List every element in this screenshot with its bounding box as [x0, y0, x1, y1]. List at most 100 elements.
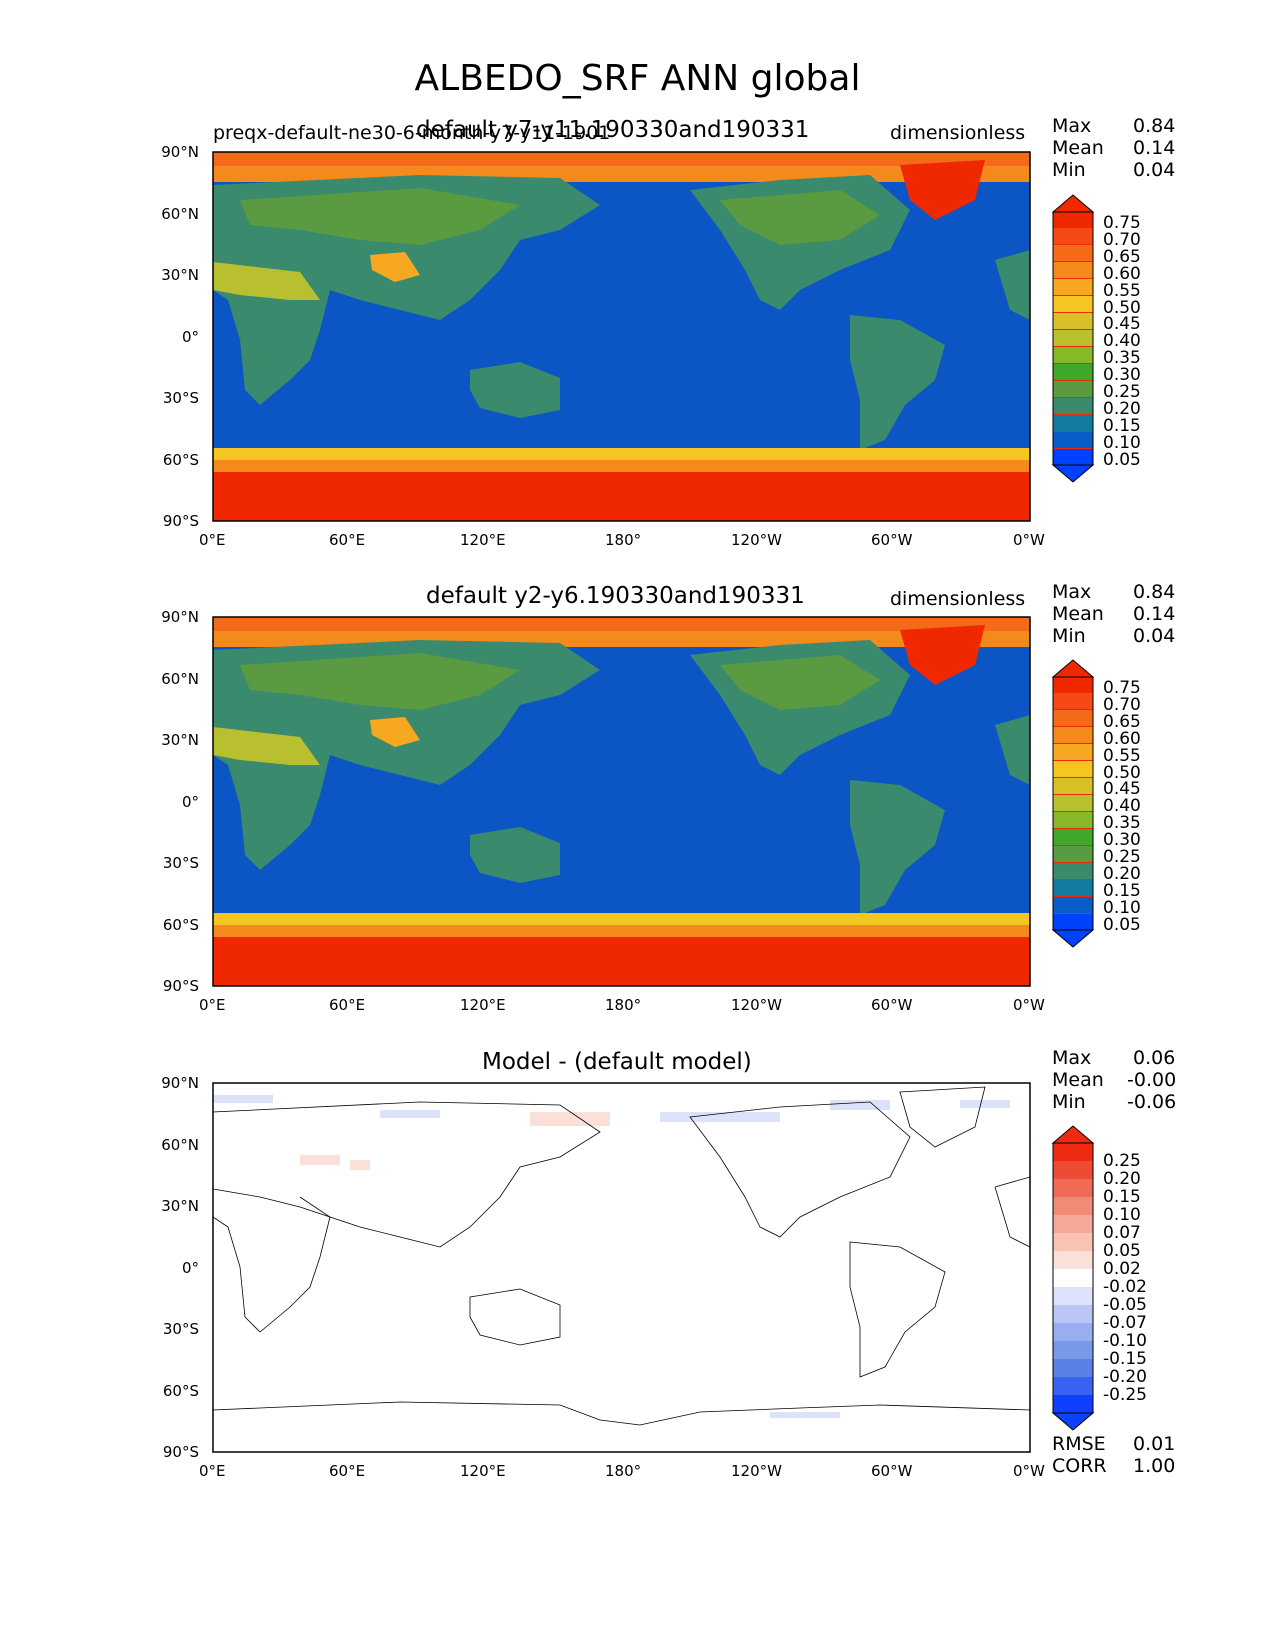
panel-2-ytick-60s: 60°S [162, 916, 199, 934]
panel-1-xtick-120e: 120°E [460, 531, 506, 549]
panel-3-cb-label: 0.15 [1103, 1187, 1141, 1207]
panel-3-xtick-120w: 120°W [731, 1462, 782, 1480]
panel-2-ytick-90s: 90°S [162, 977, 199, 995]
panel-3-xtick-60w: 60°W [871, 1462, 913, 1480]
panel-2-ytick-90n: 90°N [161, 608, 199, 626]
panel-2-cb-label: 0.40 [1103, 796, 1141, 817]
panel-1-ytick-90n: 90°N [161, 143, 199, 161]
panel-2-cb-label: 0.45 [1103, 779, 1141, 800]
panel-3-ytick-60s: 60°S [162, 1382, 199, 1400]
panel-3-cb-label: -0.02 [1103, 1277, 1147, 1297]
panel-1-colorbar-labels: 0.75 0.70 0.65 0.60 0.55 0.50 0.45 0.40 … [1103, 215, 1141, 469]
panel-3-ytick-90n: 90°N [161, 1074, 199, 1092]
panel-1-xtick-180: 180° [605, 531, 642, 549]
panel-1-center-title: default y7-y11.190330and190331 [416, 117, 810, 143]
panel-2-ytick-0: 0° [181, 793, 199, 811]
panel-3-max-label: Max [1052, 1047, 1092, 1069]
panel-2-cb-label: 0.60 [1103, 728, 1141, 749]
panel-3-ytick-30n: 30°N [161, 1197, 199, 1215]
panel-2-cb-label: 0.35 [1103, 813, 1141, 834]
panel-3-corr-value: 1.00 [1133, 1455, 1176, 1477]
panel-1-min-label: Min [1052, 159, 1086, 181]
panel-2-cb-label: 0.65 [1103, 711, 1141, 732]
panel-3-cb-label: 0.10 [1103, 1205, 1141, 1225]
panel-2-max-value: 0.84 [1133, 581, 1176, 603]
panel-3-ytick-0: 0° [181, 1259, 199, 1277]
figure-title: ALBEDO_SRF ANN global [414, 58, 861, 99]
panel-3-center-title: Model - (default model) [482, 1049, 752, 1075]
panel-1-cb-label: 0.55 [1103, 280, 1141, 301]
panel-2-mean-label: Mean [1052, 603, 1104, 625]
panel-3-mean-value: -0.00 [1127, 1069, 1177, 1091]
panel-1-left-title: preqx-default-ne30-6-month-y7-y11-1901 [213, 122, 611, 144]
panel-2-cb-label: 0.10 [1103, 897, 1141, 918]
panel-2-cb-label: 0.25 [1103, 847, 1141, 868]
panel-2-max-label: Max [1052, 581, 1092, 603]
panel-1-cb-label: 0.40 [1103, 331, 1141, 352]
panel-3-cb-label: -0.07 [1103, 1313, 1147, 1333]
panel-3-cb-label: -0.05 [1103, 1295, 1147, 1315]
panel-3-cb-label: 0.25 [1103, 1151, 1141, 1171]
panel-3-colorbar-labels: 0.25 0.20 0.15 0.10 0.07 0.05 0.02 -0.02… [1103, 1152, 1147, 1404]
panel-2-mean-value: 0.14 [1133, 603, 1176, 625]
panel-1-xtick-60e: 60°E [329, 531, 366, 549]
panel-3-ytick-30s: 30°S [162, 1320, 199, 1338]
panel-3-xtick-180: 180° [605, 1462, 642, 1480]
panel-1-cb-label: 0.50 [1103, 297, 1141, 318]
panel-2-units: dimensionless [890, 588, 1026, 610]
panel-1-cb-label: 0.60 [1103, 263, 1141, 284]
panel-2-xtick-180: 180° [605, 996, 642, 1014]
panel-3-rmse-value: 0.01 [1133, 1433, 1176, 1455]
panel-1-cb-label: 0.65 [1103, 246, 1141, 267]
panel-1-max-value: 0.84 [1133, 115, 1176, 137]
panel-3-cb-label: -0.20 [1103, 1367, 1147, 1387]
panel-2-cb-label: 0.15 [1103, 880, 1141, 901]
panel-2-xtick-0e: 0°E [199, 996, 226, 1014]
panel-3-max-value: 0.06 [1133, 1047, 1176, 1069]
panel-2-xtick-120e: 120°E [460, 996, 506, 1014]
panel-2-cb-label: 0.70 [1103, 694, 1141, 715]
panel-1-cb-label: 0.75 [1103, 213, 1141, 233]
panel-2-xtick-60e: 60°E [329, 996, 366, 1014]
panel-2-min-label: Min [1052, 625, 1086, 647]
panel-1-xtick-60w: 60°W [871, 531, 913, 549]
panel-2-ytick-60n: 60°N [161, 670, 199, 688]
panel-1-units: dimensionless [890, 122, 1026, 144]
panel-3-rmse-label: RMSE [1052, 1433, 1106, 1455]
panel-1-cb-label: 0.15 [1103, 415, 1141, 436]
panel-3-cb-label: -0.15 [1103, 1349, 1147, 1369]
panel-2-center-title: default y2-y6.190330and190331 [426, 583, 805, 609]
panel-1-cb-label: 0.70 [1103, 229, 1141, 250]
panel-2-min-value: 0.04 [1133, 625, 1176, 647]
panel-2-cb-label: 0.55 [1103, 745, 1141, 766]
panel-1-cb-label: 0.20 [1103, 398, 1141, 419]
panel-3-xtick-120e: 120°E [460, 1462, 506, 1480]
panel-3-xtick-0e: 0°E [199, 1462, 226, 1480]
panel-2-cb-label: 0.30 [1103, 830, 1141, 851]
panel-1-cb-label: 0.30 [1103, 365, 1141, 386]
panel-2-cb-label: 0.75 [1103, 678, 1141, 698]
panel-1-ytick-30n: 30°N [161, 266, 199, 284]
panel-2-colorbar-labels: 0.75 0.70 0.65 0.60 0.55 0.50 0.45 0.40 … [1103, 680, 1141, 934]
panel-3-min-value: -0.06 [1127, 1091, 1177, 1113]
panel-2-cb-label: 0.20 [1103, 863, 1141, 884]
panel-1-cb-label: 0.45 [1103, 314, 1141, 335]
panel-2-ytick-30n: 30°N [161, 731, 199, 749]
panel-2-xtick-0w: 0°W [1013, 996, 1045, 1014]
panel-1-ytick-0: 0° [181, 328, 199, 346]
panel-3-corr-label: CORR [1052, 1455, 1107, 1477]
panel-1-xtick-120w: 120°W [731, 531, 782, 549]
panel-1-cb-label: 0.05 [1103, 449, 1141, 470]
panel-2-cb-label: 0.50 [1103, 762, 1141, 783]
panel-1-ytick-60n: 60°N [161, 205, 199, 223]
panel-1-ytick-90s: 90°S [162, 512, 199, 530]
panel-3-ytick-90s: 90°S [162, 1443, 199, 1461]
panel-2-cb-label: 0.05 [1103, 914, 1141, 935]
panel-1-cb-label: 0.10 [1103, 432, 1141, 453]
panel-3-cb-label: -0.10 [1103, 1331, 1147, 1351]
panel-2-xtick-60w: 60°W [871, 996, 913, 1014]
